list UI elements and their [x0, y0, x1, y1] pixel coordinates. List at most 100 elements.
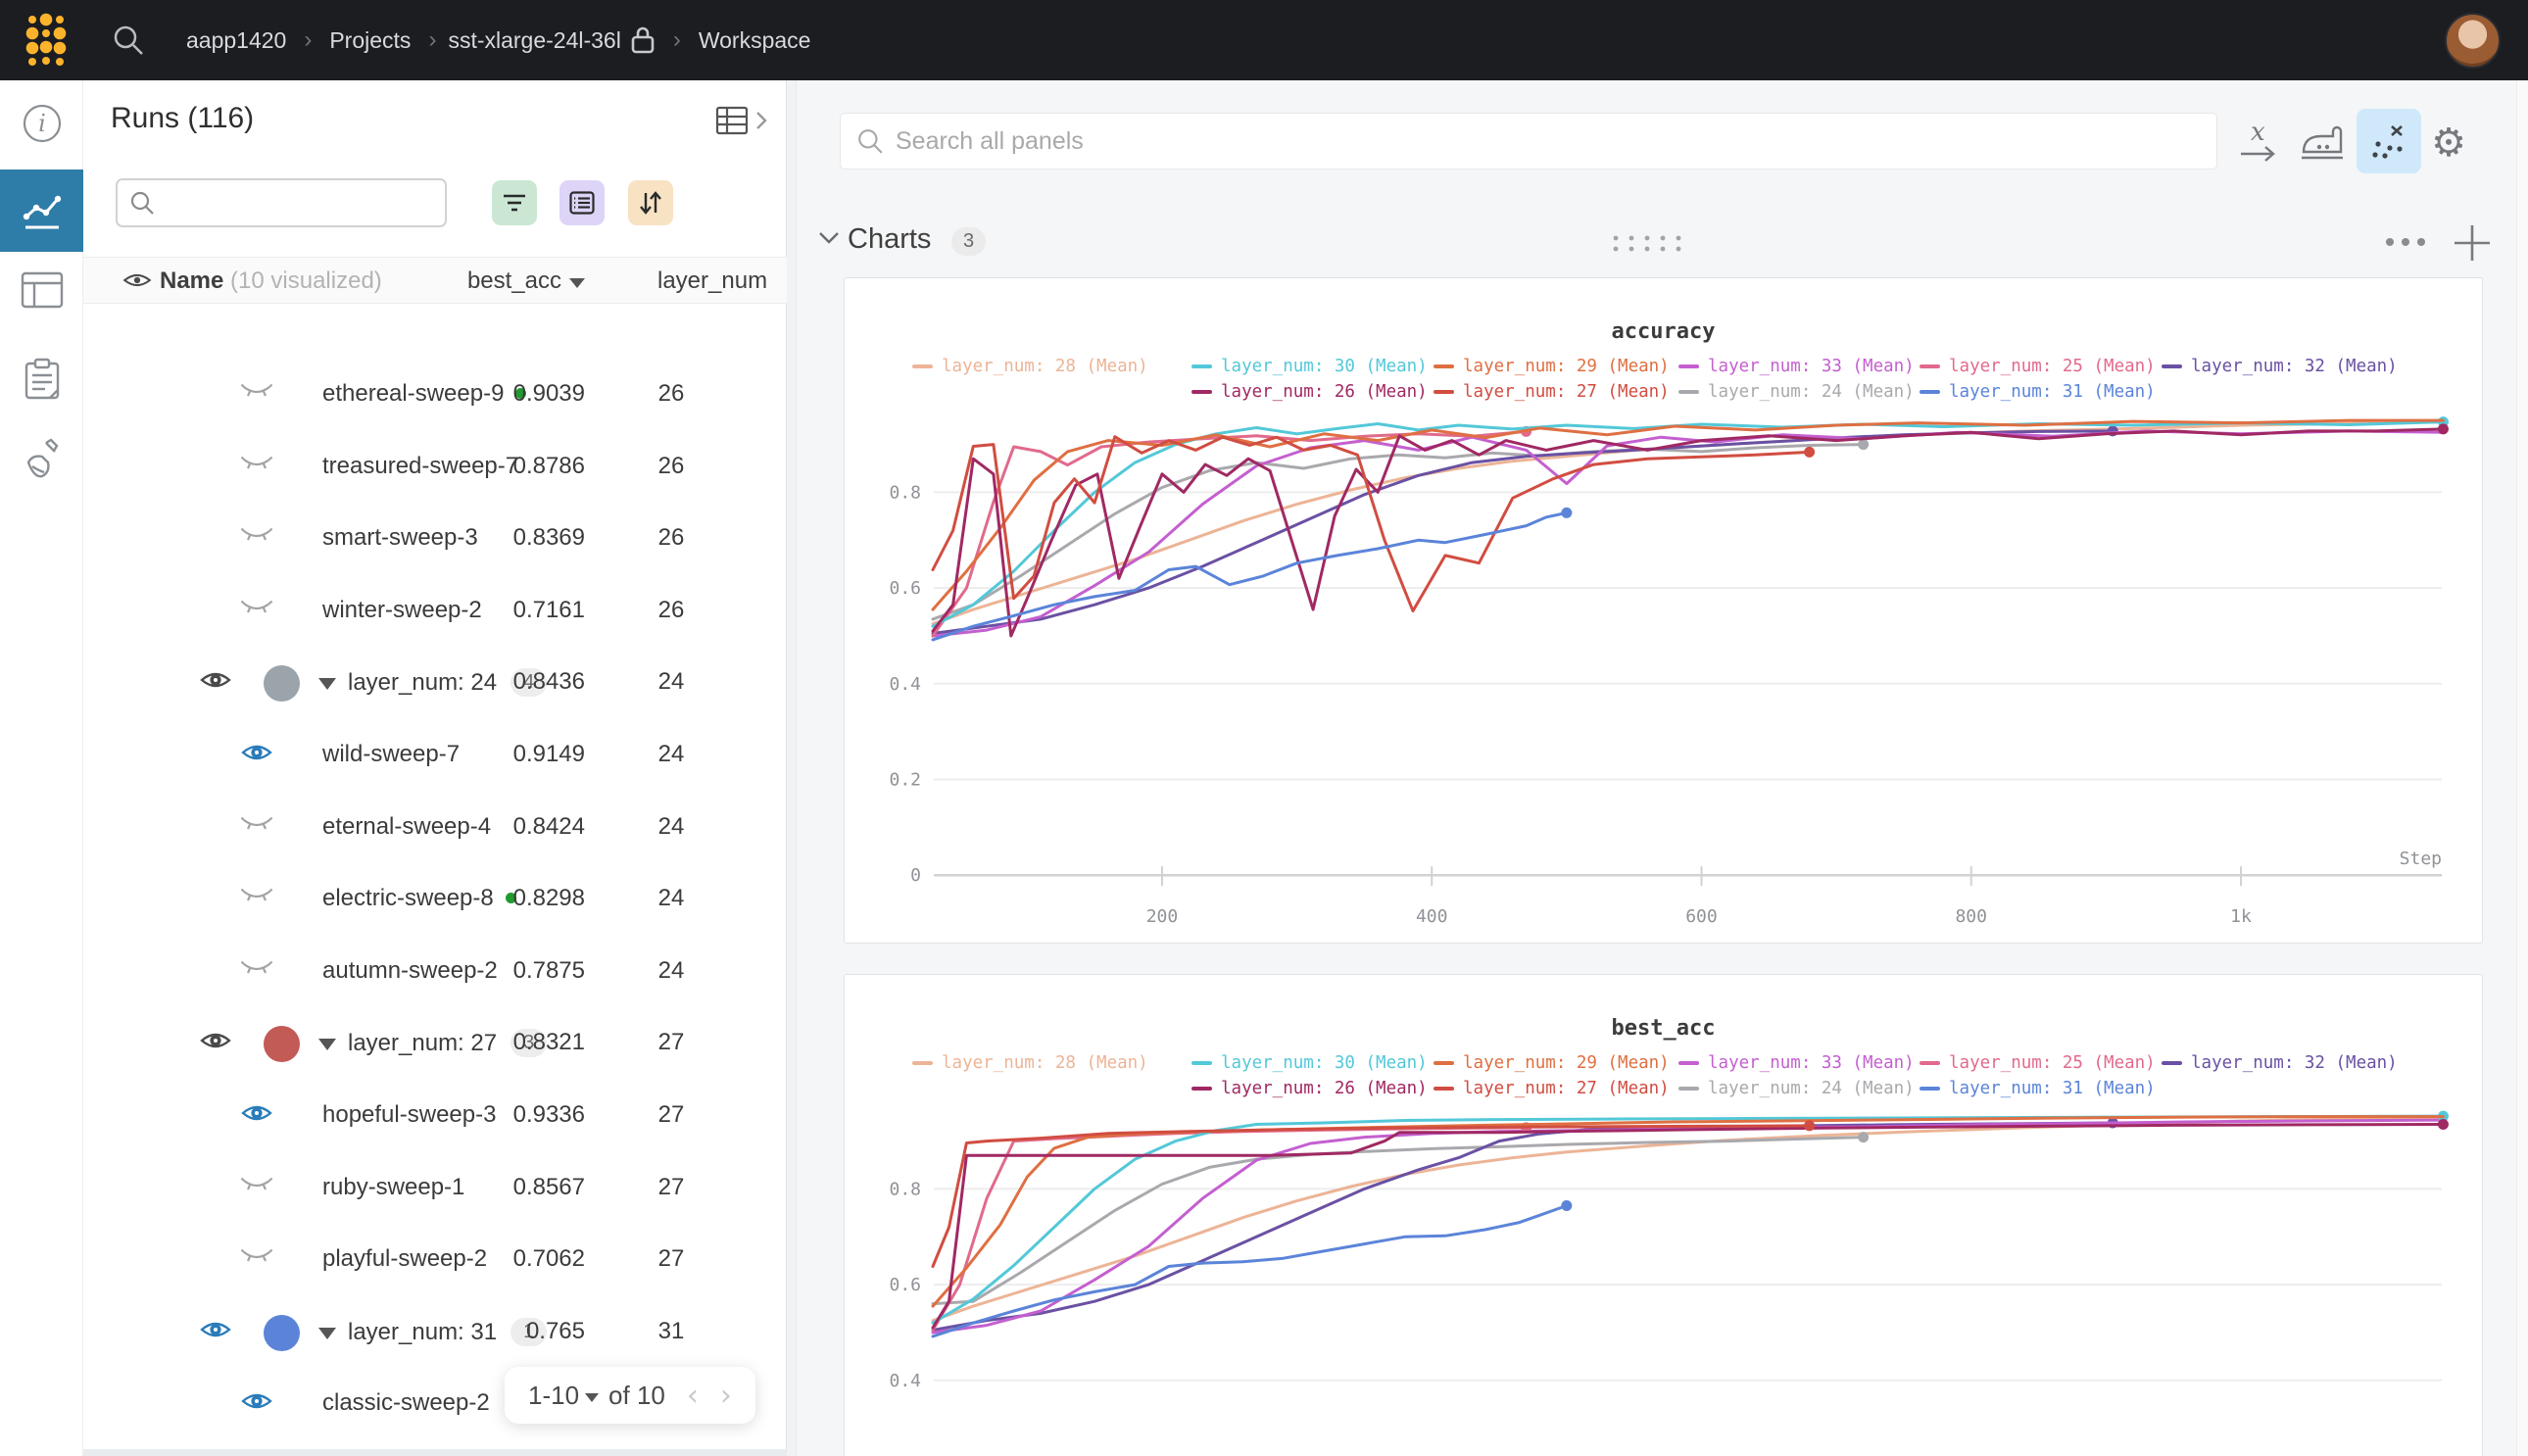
visibility-toggle[interactable] — [240, 956, 273, 985]
column-header-name[interactable]: Name (10 visualized) — [160, 267, 382, 294]
x-axis-settings-button[interactable]: x — [2235, 120, 2282, 167]
chart-panel-accuracy[interactable]: 0 0.2 0.4 0.6 0.8 200 400 600 800 1k Step accuracy… — [844, 277, 2483, 944]
series-line-24[interactable] — [931, 1136, 1866, 1306]
legend-item-31[interactable]: layer_num: 31 (Mean) — [1920, 1079, 2156, 1098]
clipped-run-row[interactable]: magic-sweep-1 — [83, 304, 787, 360]
series-line-33[interactable] — [931, 429, 2445, 638]
series-line-32[interactable] — [931, 429, 2115, 635]
runs-table-row[interactable]: classic-sweep-2 — [83, 1369, 787, 1441]
legend-item-25[interactable]: layer_num: 25 (Mean) — [1920, 1053, 2156, 1073]
runs-table-row[interactable]: playful-sweep-2 0.7062 27 — [83, 1225, 787, 1297]
series-line-31[interactable] — [931, 510, 1569, 642]
expand-table-button[interactable] — [715, 106, 768, 135]
breadcrumb-projects[interactable]: Projects — [329, 26, 412, 53]
breadcrumb-workspace[interactable]: Workspace — [698, 26, 811, 53]
panel-divider[interactable] — [787, 80, 797, 1456]
runs-table-row[interactable]: eternal-sweep-4 0.8424 24 — [83, 793, 787, 865]
user-avatar[interactable] — [2445, 12, 2501, 69]
run-name[interactable]: layer_num: 31 1 — [348, 1317, 548, 1346]
charts-section-title[interactable]: Charts — [848, 223, 932, 255]
runs-table-row[interactable]: ethereal-sweep-9 0.9039 26 — [83, 360, 787, 432]
runs-table-row[interactable]: hopeful-sweep-3 0.9336 27 — [83, 1081, 787, 1153]
series-line-33[interactable] — [931, 1118, 2445, 1335]
run-name[interactable]: wild-sweep-7 — [322, 740, 461, 767]
group-color-dot[interactable] — [264, 1314, 300, 1351]
legend-item-27[interactable]: layer_num: 27 (Mean) — [1434, 1079, 1670, 1098]
visibility-toggle[interactable] — [240, 1100, 273, 1131]
chevron-down-icon[interactable] — [818, 231, 840, 245]
group-collapse-caret[interactable] — [318, 1039, 336, 1051]
breadcrumb-entity[interactable]: aapp1420 — [186, 26, 287, 53]
visibility-toggle[interactable] — [240, 1388, 273, 1419]
outliers-toggle-button[interactable] — [2357, 109, 2421, 173]
panel-search-input[interactable] — [896, 126, 2071, 156]
legend-item-29[interactable]: layer_num: 29 (Mean) — [1434, 357, 1670, 376]
run-name[interactable]: playful-sweep-2 — [322, 1245, 488, 1273]
runs-table-row[interactable]: wild-sweep-7 0.9149 24 — [83, 720, 787, 793]
series-line-30[interactable] — [931, 420, 2445, 628]
legend-item-32[interactable]: layer_num: 32 (Mean) — [2162, 1053, 2398, 1073]
run-name[interactable]: winter-sweep-2 — [322, 596, 482, 623]
runs-table-row[interactable]: winter-sweep-2 0.7161 26 — [83, 576, 787, 649]
sort-button[interactable] — [628, 180, 673, 225]
visibility-toggle[interactable] — [240, 379, 273, 408]
run-name[interactable]: autumn-sweep-2 — [322, 956, 498, 984]
runs-table-row[interactable]: ruby-sweep-1 0.8567 27 — [83, 1153, 787, 1226]
eye-icon[interactable] — [122, 269, 152, 291]
add-panel-icon[interactable] — [2451, 221, 2494, 265]
group-collapse-caret[interactable] — [318, 678, 336, 691]
legend-item-28[interactable]: layer_num: 28 (Mean) — [912, 357, 1148, 376]
wandb-logo-icon[interactable] — [25, 12, 67, 69]
rail-item-logs[interactable] — [0, 338, 83, 420]
run-name[interactable]: treasured-sweep-7 — [322, 452, 519, 479]
visibility-toggle[interactable] — [240, 1173, 273, 1201]
visibility-toggle[interactable] — [199, 1028, 232, 1058]
legend-item-26[interactable]: layer_num: 26 (Mean) — [1191, 382, 1428, 402]
breadcrumb-project[interactable]: sst-xlarge-24l-36l — [448, 26, 621, 53]
series-line-30[interactable] — [931, 1114, 2445, 1325]
runs-table-row[interactable]: treasured-sweep-7 0.8786 26 — [83, 432, 787, 505]
run-name[interactable]: layer_num: 27 3 — [348, 1029, 548, 1058]
runs-table-row[interactable]: smart-sweep-3 0.8369 26 — [83, 504, 787, 576]
visibility-toggle[interactable] — [240, 596, 273, 624]
series-line-25[interactable] — [931, 1126, 1529, 1332]
run-name[interactable]: electric-sweep-8 — [322, 885, 516, 912]
pagination-range[interactable]: 1-10 — [528, 1380, 580, 1410]
runs-table-row[interactable]: electric-sweep-8 0.8298 24 — [83, 864, 787, 937]
drag-handle-icon[interactable] — [1610, 233, 1684, 255]
visibility-toggle[interactable] — [240, 523, 273, 552]
pagination-prev-button[interactable]: ‹ — [686, 1378, 699, 1413]
run-name[interactable]: eternal-sweep-4 — [322, 812, 492, 840]
legend-item-30[interactable]: layer_num: 30 (Mean) — [1191, 1053, 1428, 1073]
series-line-26[interactable] — [931, 427, 2445, 638]
horizontal-scrollbar[interactable] — [83, 1449, 787, 1456]
column-header-layer-num[interactable]: layer_num — [657, 267, 768, 294]
legend-item-24[interactable]: layer_num: 24 (Mean) — [1678, 1079, 1915, 1098]
series-line-31[interactable] — [931, 1204, 1569, 1338]
pagination-caret-icon[interactable] — [585, 1392, 600, 1402]
legend-item-31[interactable]: layer_num: 31 (Mean) — [1920, 382, 2156, 402]
legend-item-32[interactable]: layer_num: 32 (Mean) — [2162, 357, 2398, 376]
filter-button[interactable] — [492, 180, 537, 225]
run-name[interactable]: smart-sweep-3 — [322, 524, 478, 552]
runs-table-row[interactable]: autumn-sweep-2 0.7875 24 — [83, 937, 787, 1009]
visibility-toggle[interactable] — [240, 1244, 273, 1273]
visibility-toggle[interactable] — [199, 1317, 232, 1347]
group-color-dot[interactable] — [264, 1026, 300, 1063]
rail-item-overview[interactable]: i — [0, 82, 83, 165]
visibility-toggle[interactable] — [240, 884, 273, 912]
series-line-25[interactable] — [931, 429, 1529, 638]
series-line-24[interactable] — [931, 443, 1866, 621]
runs-search-input[interactable] — [165, 189, 429, 217]
vertical-scrollbar[interactable] — [2516, 80, 2528, 1456]
rail-item-table[interactable] — [0, 249, 83, 331]
run-name[interactable]: ruby-sweep-1 — [322, 1173, 465, 1200]
series-line-27[interactable] — [931, 435, 1812, 612]
series-line-29[interactable] — [931, 418, 2445, 611]
rail-item-sweeps[interactable] — [0, 417, 83, 500]
section-menu-icon[interactable] — [2382, 235, 2429, 249]
runs-table-group-row[interactable]: layer_num: 24 4 0.8436 24 — [83, 648, 787, 720]
series-line-29[interactable] — [931, 1115, 2445, 1308]
rail-item-charts[interactable] — [0, 170, 83, 252]
legend-item-24[interactable]: layer_num: 24 (Mean) — [1678, 382, 1915, 402]
